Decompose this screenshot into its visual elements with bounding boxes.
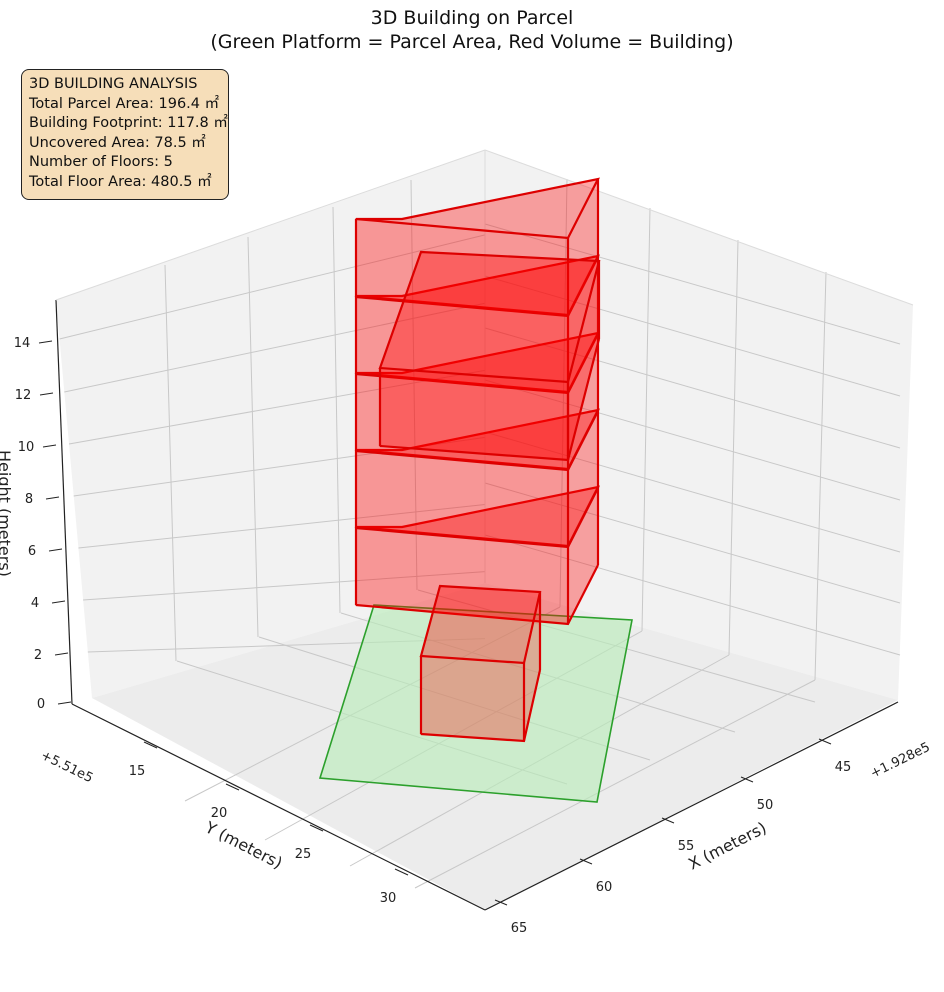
floor-top-setback-front-face: [379, 367, 569, 461]
y-tick-label: 25: [295, 847, 312, 862]
grid-line-z-left: [68, 369, 486, 445]
y-tick-mark: [309, 824, 324, 832]
z-tick-mark: [39, 392, 54, 396]
z-tick-label: 6: [28, 544, 36, 559]
y-tick-label: 15: [129, 764, 146, 779]
grid-line-z-right: [484, 275, 901, 397]
grid-line-left-v: [247, 236, 259, 638]
info-floors: Number of Floors: 5: [29, 154, 173, 171]
parcel-polygon: [318, 604, 633, 803]
grid-line-z-right: [484, 482, 901, 604]
info-parcel-area: Total Parcel Area: 196.4 ㎡: [29, 95, 220, 112]
grid-line-z-right: [484, 223, 901, 345]
y-tick-mark: [143, 741, 158, 749]
y-tick-mark: [394, 868, 409, 876]
z-tick-mark: [48, 548, 63, 552]
building-volume: [354, 177, 601, 743]
z-tick-mark: [51, 600, 66, 604]
z-tick-label: 8: [25, 492, 33, 507]
tick-labels: 0 2 4 6 8 10 12 14 45 50 55 60 65 15 20 25 30: [14, 336, 852, 936]
grid-line-z-right: [484, 327, 901, 449]
x-tick-label: 65: [511, 921, 528, 936]
info-footprint: Building Footprint: 117.8 ㎡: [29, 115, 228, 132]
y-tick-mark: [225, 783, 240, 791]
annex-block-front-face: [420, 655, 525, 742]
z-tick-mark: [38, 340, 53, 344]
grid-line-z-left: [59, 234, 486, 340]
pane-edge: [484, 149, 914, 306]
z-tick-label: 14: [14, 336, 31, 351]
chart-title: 3D Building on Parcel: [370, 7, 574, 29]
x-tick-label: 55: [678, 839, 695, 854]
z-tick-label: 4: [31, 596, 39, 611]
x-tick-label: 45: [835, 760, 852, 775]
z-tick-mark: [42, 444, 57, 448]
z-tick-label: 2: [34, 648, 42, 663]
grid-line-right-v: [728, 239, 739, 656]
pane-edge: [55, 149, 486, 301]
grid-line-z-left: [78, 504, 486, 549]
z-tick-label: 0: [37, 697, 45, 712]
y-tick-label: 20: [211, 806, 228, 821]
grid-line-left-v: [332, 206, 341, 614]
info-heading: 3D BUILDING ANALYSIS: [29, 76, 198, 92]
x-tick-label: 60: [596, 880, 613, 895]
annex-block-top-face: [420, 585, 541, 664]
axes: [55, 149, 914, 911]
z-tick-mark: [54, 652, 69, 656]
x-tick-mark: [818, 738, 832, 745]
z-axis-line: [55, 299, 73, 705]
pane-left: [56, 150, 485, 698]
grid-line-left-v: [164, 264, 177, 662]
x-tick-mark: [661, 817, 675, 824]
x-axis-label: X (meters): [685, 818, 769, 874]
x-axis-line: [484, 701, 899, 911]
y-tick-label: 30: [380, 891, 397, 906]
x-tick-label: 50: [757, 798, 774, 813]
x-tick-mark: [579, 858, 593, 865]
z-tick-label: 12: [15, 388, 32, 403]
z-tick-mark: [57, 701, 72, 705]
z-tick-mark: [45, 496, 60, 500]
grid-line-right-v: [641, 207, 651, 632]
grid-line-z-right: [484, 534, 901, 656]
grid-line-z-left: [64, 302, 486, 393]
info-uncovered: Uncovered Area: 78.5 ㎡: [29, 134, 206, 151]
y-offset-label: +5.51e5: [38, 748, 95, 786]
analysis-info-box: 3D BUILDING ANALYSIS Total Parcel Area: …: [21, 69, 229, 200]
grid-line-left-v: [410, 179, 418, 591]
grid-line-z-right: [484, 431, 901, 553]
x-tick-mark: [494, 899, 508, 906]
y-axis-line: [71, 703, 486, 911]
grid-line-z-right: [484, 379, 901, 501]
info-floor-area: Total Floor Area: 480.5 ㎡: [29, 173, 212, 190]
chart-subtitle: (Green Platform = Parcel Area, Red Volum…: [210, 31, 734, 53]
y-axis-label: Y (meters): [201, 817, 285, 872]
parcel-platform: [318, 604, 633, 803]
grid-line-right-v: [814, 271, 827, 681]
x-offset-label: +1.928e5: [868, 740, 932, 782]
grid-line-floor-y: [414, 679, 816, 889]
x-tick-mark: [740, 776, 754, 783]
z-tick-label: 10: [18, 440, 35, 455]
z-axis-label: Height (meters): [0, 450, 14, 577]
grid-line-z-left: [83, 571, 486, 601]
